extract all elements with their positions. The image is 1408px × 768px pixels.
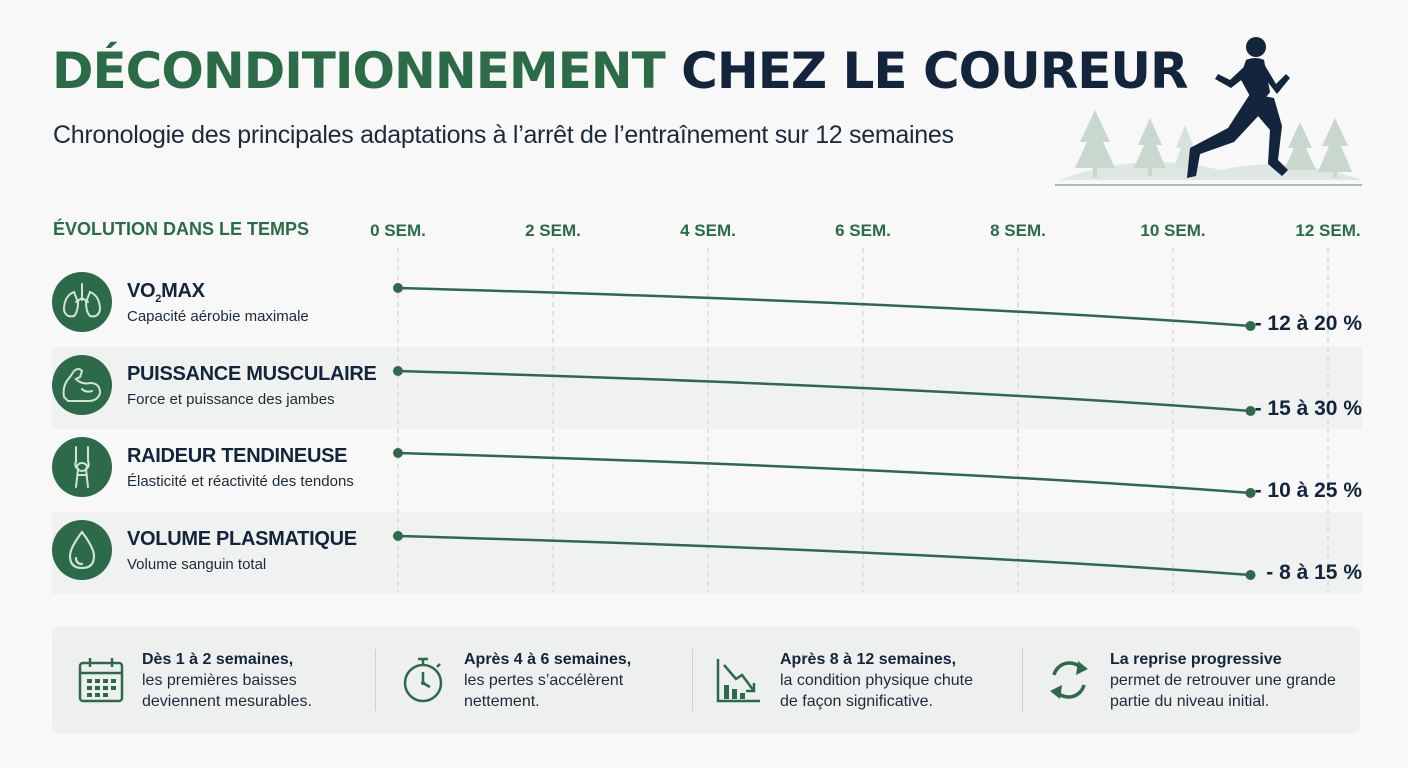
lungs-icon <box>52 272 112 332</box>
x-tick-label: 0 SEM. <box>370 221 426 240</box>
muscle-arm-icon <box>52 355 112 415</box>
series-change-label: - 12 à 20 % <box>1254 312 1362 335</box>
declining-chart-icon <box>716 659 760 703</box>
x-axis-title: ÉVOLUTION DANS LE TEMPS <box>53 219 310 239</box>
refresh-cycle-icon <box>1050 661 1088 699</box>
series-name: RAIDEUR TENDINEUSE <box>127 445 348 467</box>
series-change-label: - 15 à 30 % <box>1254 397 1362 420</box>
series-end-point <box>1245 570 1256 580</box>
series-start-point <box>393 448 403 458</box>
series-description: Élasticité et réactivité des tendons <box>127 473 354 490</box>
series-description: Force et puissance des jambes <box>127 391 335 408</box>
series-name: VO2MAX <box>127 280 205 305</box>
divider <box>692 649 693 711</box>
footer-note-2-title: Après 4 à 6 semaines, <box>464 650 632 668</box>
series-start-point <box>393 283 403 293</box>
footer-panel: Dès 1 à 2 semaines, les premières baisse… <box>52 627 1360 733</box>
page-title: DÉCONDITIONNEMENT CHEZ LE COUREUR <box>52 46 1189 96</box>
footer-note-4-line-1: permet de retrouver une grande <box>1110 671 1336 689</box>
blood-drop-icon <box>52 520 112 580</box>
row-band <box>52 347 1362 429</box>
divider <box>375 649 376 711</box>
series-line <box>397 451 1251 495</box>
series-end-point <box>1245 321 1256 331</box>
row-band <box>52 512 1362 594</box>
footer-note-3-line-1: la condition physique chute <box>780 671 974 689</box>
series-description: Volume sanguin total <box>127 556 267 573</box>
footer-note-2-line-2: nettement. <box>464 692 540 710</box>
series-name: PUISSANCE MUSCULAIRE <box>127 363 377 385</box>
series-end-point <box>1245 406 1256 416</box>
footer-note-3-title: Après 8 à 12 semaines, <box>780 650 957 668</box>
footer-note-1-title: Dès 1 à 2 semaines, <box>142 650 294 668</box>
series-start-point <box>393 531 403 541</box>
footer-note-1-line-1: les premières baisses <box>142 671 297 689</box>
line-chart <box>393 248 1329 592</box>
series-start-point <box>393 366 403 376</box>
footer-note-4-line-2: partie du niveau initial. <box>1110 692 1270 710</box>
x-tick-label: 6 SEM. <box>835 221 891 240</box>
page-subtitle: Chronologie des principales adaptations … <box>53 121 954 149</box>
runner-icon <box>1187 37 1290 178</box>
title-part-2: CHEZ LE COUREUR <box>681 42 1188 100</box>
footer-note-1-line-2: deviennent mesurables. <box>142 692 312 710</box>
series-end-point <box>1245 488 1256 498</box>
series-change-label: - 10 à 25 % <box>1254 479 1362 502</box>
knee-joint-icon <box>52 437 112 497</box>
forest-icon <box>1060 110 1362 180</box>
footer-note-3: Après 8 à 12 semaines, la condition phys… <box>714 627 973 733</box>
footer-note-1: Dès 1 à 2 semaines, les premières baisse… <box>76 627 312 733</box>
x-tick-label: 12 SEM. <box>1295 221 1361 240</box>
runner-illustration <box>1055 37 1362 186</box>
footer-note-4-title: La reprise progressive <box>1110 650 1282 668</box>
divider <box>1022 649 1023 711</box>
x-tick-label: 10 SEM. <box>1140 221 1206 240</box>
footer-note-4: La reprise progressive permet de retrouv… <box>1044 627 1336 733</box>
footer-note-2-line-1: les pertes s’accélèrent <box>464 671 624 689</box>
series-line <box>397 286 1251 328</box>
series-description: Capacité aérobie maximale <box>127 308 309 325</box>
calendar-icon <box>78 658 124 703</box>
footer-note-2: Après 4 à 6 semaines, les pertes s’accél… <box>398 627 631 733</box>
series-change-label: - 8 à 15 % <box>1266 561 1362 584</box>
x-tick-label: 8 SEM. <box>990 221 1046 240</box>
x-tick-label: 2 SEM. <box>525 221 581 240</box>
series-name: VOLUME PLASMATIQUE <box>127 528 357 550</box>
series-line <box>397 369 1251 413</box>
series-line <box>397 534 1251 577</box>
title-part-1: DÉCONDITIONNEMENT <box>52 42 666 100</box>
stopwatch-icon <box>403 657 443 703</box>
footer-note-3-line-2: de façon significative. <box>780 692 933 710</box>
x-tick-label: 4 SEM. <box>680 221 736 240</box>
